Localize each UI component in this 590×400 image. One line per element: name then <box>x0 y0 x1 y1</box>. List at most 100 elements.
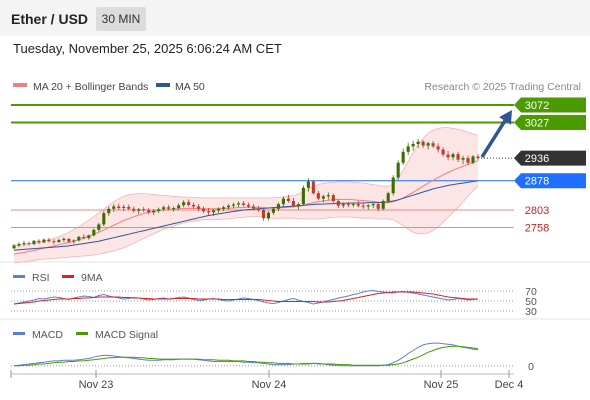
candle-body <box>251 206 256 209</box>
candle-body <box>476 156 480 159</box>
candle-body <box>52 241 56 243</box>
candle <box>72 239 76 244</box>
candle <box>466 155 470 166</box>
candle-body <box>167 207 171 209</box>
time-axis-label: Nov 25 <box>424 379 459 391</box>
candle <box>107 206 111 216</box>
candle <box>212 209 216 216</box>
candle <box>256 206 261 212</box>
candle-body <box>42 239 46 243</box>
level-label-2758: 2758 <box>525 223 549 235</box>
header-bar: Ether / USD 30 MIN <box>0 0 590 36</box>
candle-body <box>386 193 390 202</box>
candle-body <box>142 209 146 211</box>
candle <box>132 206 136 213</box>
level-tag-text-2878: 2878 <box>525 176 549 188</box>
candle-body <box>212 210 216 213</box>
candle-body <box>112 206 116 209</box>
candle <box>341 202 345 209</box>
candle <box>32 240 36 246</box>
candle <box>57 238 61 244</box>
forecast-arrow-head <box>499 109 512 125</box>
candle-body <box>132 208 136 211</box>
candle-body <box>82 236 86 239</box>
candle <box>172 206 176 212</box>
rsi-swatch <box>13 275 25 278</box>
candle-body <box>411 144 415 147</box>
candle-body <box>371 204 375 206</box>
candle <box>326 192 330 200</box>
candle <box>187 199 191 207</box>
candle <box>202 206 206 214</box>
bollinger-lower-line <box>13 185 479 264</box>
candle <box>306 178 310 192</box>
time-axis-label: Dec 4 <box>495 379 524 391</box>
candle-body <box>301 187 305 205</box>
candle <box>127 204 131 211</box>
candle <box>311 179 315 195</box>
candle-body <box>281 198 285 205</box>
candle-body <box>102 213 106 225</box>
candle <box>456 151 460 162</box>
candle-body <box>222 207 226 209</box>
candle-body <box>207 211 211 213</box>
moving-averages <box>13 160 479 255</box>
rsi-ma-legend-label: 9MA <box>81 272 103 284</box>
timeframe-button[interactable]: 30 MIN <box>96 7 146 31</box>
candle-body <box>177 205 181 209</box>
candle <box>12 243 16 250</box>
candle-body <box>256 208 261 210</box>
candle-body <box>152 210 156 213</box>
candle <box>226 204 231 210</box>
candle-body <box>296 204 300 206</box>
candle <box>102 211 106 226</box>
candle-body <box>326 195 330 197</box>
candle <box>82 234 86 240</box>
candle-body <box>391 177 395 194</box>
rsi-ma-line <box>13 291 478 305</box>
candle-body <box>346 204 350 206</box>
candle-body <box>197 206 201 209</box>
candle <box>137 208 141 215</box>
candle-body <box>276 204 280 209</box>
candle-body <box>441 149 445 155</box>
level-tags: 3072 3027 2936 2878 2803 2758 <box>514 97 586 235</box>
candle <box>192 202 196 209</box>
candle <box>157 207 161 214</box>
candle-body <box>471 156 475 163</box>
candle-body <box>456 154 460 160</box>
candle-body <box>77 236 81 241</box>
candle-body <box>87 235 91 239</box>
candle <box>222 205 226 212</box>
ma20-swatch <box>13 83 27 87</box>
candle <box>251 204 256 211</box>
candle-body <box>147 209 151 213</box>
candle-body <box>366 205 370 207</box>
candle-body <box>12 245 16 249</box>
candle <box>67 238 71 244</box>
candle-body <box>401 151 405 163</box>
candle <box>152 209 156 216</box>
candle <box>52 239 56 245</box>
candle-body <box>431 143 435 147</box>
time-axis-label: Nov 23 <box>79 379 114 391</box>
bollinger-band <box>13 127 479 264</box>
time-axis: Nov 23 Nov 24 Nov 25 Dec 4 <box>10 370 524 391</box>
level-tag-2878 <box>514 173 586 189</box>
candle-body <box>321 196 325 199</box>
ma50-swatch <box>156 83 170 87</box>
candle <box>217 207 221 213</box>
candle-body <box>266 212 270 219</box>
candle <box>406 142 410 155</box>
candle <box>331 193 335 204</box>
candle-body <box>62 238 66 241</box>
candle-body <box>192 204 196 207</box>
candle-body <box>72 240 76 242</box>
candle <box>182 200 186 208</box>
macd-legend: MACD MACD Signal <box>13 329 158 341</box>
level-label-2803: 2803 <box>525 205 549 217</box>
candle-body <box>37 240 41 243</box>
candle-body <box>356 204 360 206</box>
candle-body <box>97 224 101 230</box>
